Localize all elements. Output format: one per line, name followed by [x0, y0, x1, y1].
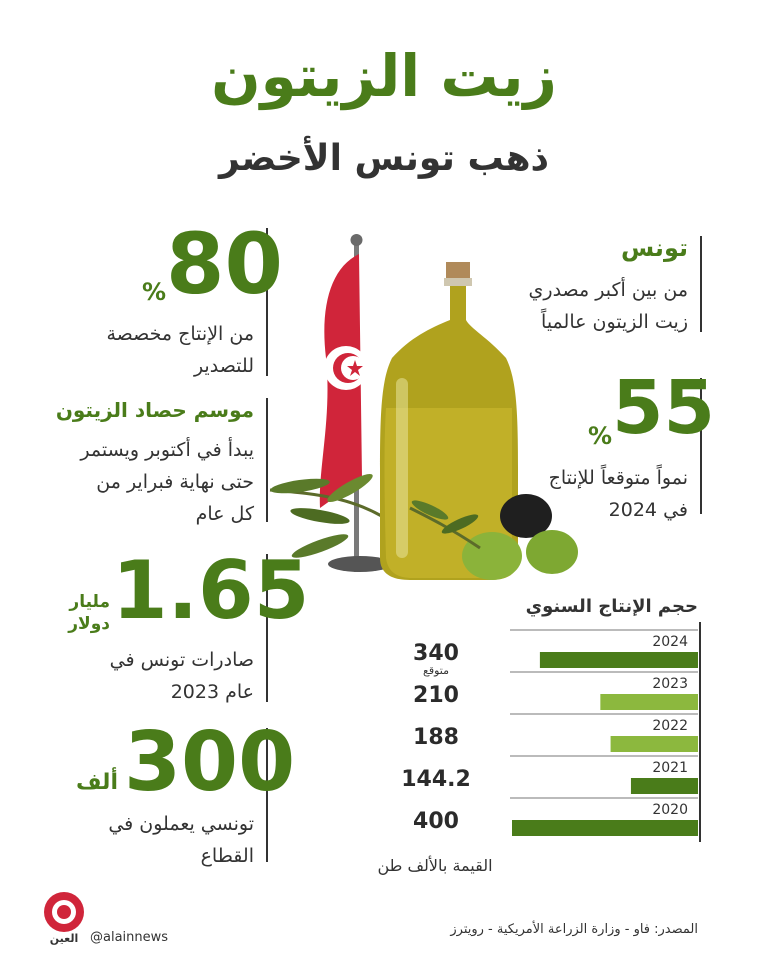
exports-value: 1.65 — [112, 544, 310, 637]
chart-bar — [630, 778, 698, 794]
chart-bar — [610, 736, 698, 752]
growth-unit: % — [588, 422, 613, 450]
logo-text: العين — [49, 932, 79, 945]
page-subtitle: ذهب تونس الأخضر — [218, 138, 550, 179]
chart-bar — [600, 694, 698, 710]
tunisia-heading: تونس — [621, 234, 688, 262]
green-olive — [526, 530, 578, 574]
divider-line — [266, 228, 268, 376]
chart-value-label: 144.2 — [401, 767, 471, 792]
divider-line — [700, 378, 702, 514]
exports-line2: عام 2023 — [170, 681, 254, 703]
flag-stand — [328, 556, 392, 572]
social-handle: @alainnews — [90, 930, 169, 945]
export-line2: للتصدير — [193, 355, 254, 377]
growth-line2: في 2024 — [608, 499, 688, 521]
growth-value: 55 — [612, 365, 715, 451]
bottle-cork — [446, 262, 470, 282]
chart-value-label: 188 — [413, 725, 459, 750]
season-line1: يبدأ في أكتوبر ويستمر — [80, 439, 254, 461]
exports-unit-1: مليار — [69, 592, 110, 612]
chart-value-note: متوقع — [423, 664, 449, 677]
export-value: 80 — [166, 215, 283, 313]
source-note: المصدر: فاو - وزارة الزراعة الأمريكية - … — [450, 922, 698, 937]
chart-value-label: 210 — [413, 683, 459, 708]
workers-line2: القطاع — [200, 845, 254, 867]
chart-category-label: 2022 — [652, 718, 688, 734]
export-unit: % — [142, 278, 167, 306]
growth-line1: نمواً متوقعاً للإنتاج — [548, 467, 688, 489]
chart-category-label: 2024 — [652, 634, 688, 650]
chart-value-label: 340 — [413, 641, 459, 666]
divider-line — [266, 398, 268, 522]
divider-line — [700, 236, 702, 332]
workers-line1: تونسي يعملون في — [108, 813, 254, 835]
export-line1: من الإنتاج مخصصة — [106, 323, 255, 345]
chart-title: حجم الإنتاج السنوي — [525, 596, 698, 617]
chart-category-label: 2021 — [652, 760, 688, 776]
divider-line — [266, 728, 268, 862]
season-line2: حتى نهاية فبراير من — [96, 471, 254, 493]
flag-pole-top — [350, 234, 363, 246]
black-olive — [500, 494, 552, 538]
exports-line1: صادرات تونس في — [109, 649, 254, 671]
workers-unit: ألف — [75, 770, 118, 795]
chart-value-label: 400 — [413, 809, 459, 834]
olive-oil-illustration — [269, 234, 578, 580]
chart-bar — [512, 820, 698, 836]
chart-unit-label: القيمة بالألف طن — [377, 856, 493, 875]
flag-star — [347, 360, 363, 376]
tunisia-line1: من بين أكبر مصدري — [528, 279, 688, 301]
page-title: زيت الزيتون — [211, 42, 557, 110]
chart-category-label: 2023 — [652, 676, 688, 692]
chart-bar — [539, 652, 698, 668]
chart-category-label: 2020 — [652, 802, 688, 818]
alain-logo-icon — [44, 892, 84, 932]
season-heading: موسم حصاد الزيتون — [55, 398, 254, 422]
workers-value: 300 — [124, 715, 296, 810]
green-olive — [462, 532, 522, 580]
season-line3: كل عام — [195, 503, 254, 525]
tunisia-line2: زيت الزيتون عالمياً — [541, 311, 688, 333]
divider-line — [266, 554, 268, 702]
exports-unit-2: دولار — [68, 614, 110, 634]
